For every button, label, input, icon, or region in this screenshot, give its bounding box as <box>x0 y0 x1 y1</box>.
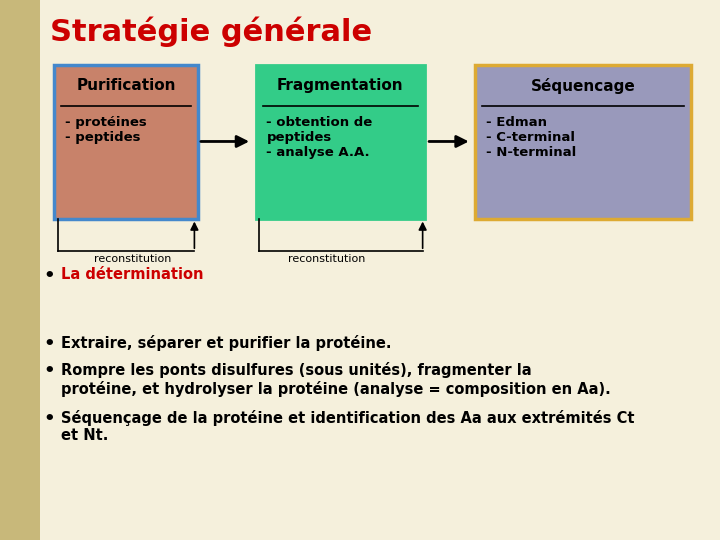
Text: Séquençage de la protéine et identification des Aa aux extrémités Ct
et Nt.: Séquençage de la protéine et identificat… <box>61 410 635 443</box>
Text: La détermination: La détermination <box>61 267 204 282</box>
Text: Fragmentation: Fragmentation <box>277 78 403 93</box>
Text: - Edman
- C-terminal
- N-terminal: - Edman - C-terminal - N-terminal <box>486 116 576 159</box>
Text: reconstitution: reconstitution <box>288 254 365 264</box>
Text: - protéines
- peptides: - protéines - peptides <box>65 116 147 144</box>
Text: Purification: Purification <box>76 78 176 93</box>
Text: •: • <box>43 362 55 380</box>
Text: Stratégie générale: Stratégie générale <box>50 16 372 46</box>
Text: •: • <box>43 335 55 353</box>
Text: Extraire, séparer et purifier la protéine.: Extraire, séparer et purifier la protéin… <box>61 335 392 352</box>
FancyBboxPatch shape <box>54 65 198 219</box>
FancyBboxPatch shape <box>256 65 425 219</box>
FancyBboxPatch shape <box>475 65 691 219</box>
Text: reconstitution: reconstitution <box>94 254 171 264</box>
FancyBboxPatch shape <box>0 0 40 540</box>
Text: •: • <box>43 410 55 428</box>
Text: - obtention de
peptides
- analyse A.A.: - obtention de peptides - analyse A.A. <box>266 116 373 159</box>
Text: Séquencage: Séquencage <box>531 78 636 94</box>
Text: Rompre les ponts disulfures (sous unités), fragmenter la
protéine, et hydrolyser: Rompre les ponts disulfures (sous unités… <box>61 362 611 397</box>
Text: •: • <box>43 267 55 285</box>
